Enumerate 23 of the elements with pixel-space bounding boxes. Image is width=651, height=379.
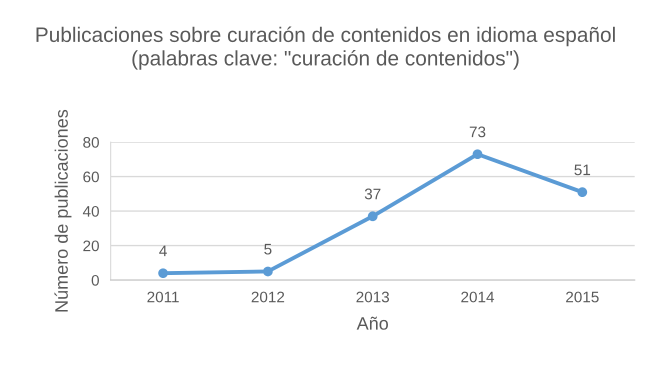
x-tick-label: 2015 — [566, 292, 599, 302]
y-tick-label: 40 — [82, 206, 99, 217]
y-tick-label: 80 — [83, 136, 99, 148]
data-label: 51 — [574, 164, 590, 176]
x-tick-label: 2012 — [252, 292, 284, 302]
point — [472, 149, 482, 160]
point — [263, 266, 273, 276]
data-label: 4 — [159, 246, 167, 256]
y-tick-label: 60 — [83, 171, 99, 182]
point — [368, 211, 378, 222]
point — [158, 268, 168, 278]
x-tick-label: 2014 — [461, 292, 494, 302]
chart-title: Publicaciones sobre curación de contenidos en idioma español (palabras clave: "curación de contenidos") — [36, 26, 615, 70]
y-tick-label: 20 — [83, 240, 99, 252]
data-label: 73 — [470, 126, 486, 138]
y-tick-label: 0 — [92, 274, 99, 286]
x-tick-label: 2013 — [356, 292, 390, 302]
x-tick-label: 2011 — [147, 292, 179, 302]
data-label: 5 — [264, 244, 272, 255]
point — [577, 187, 588, 197]
y-axis-title: Número de publicaciones — [54, 110, 72, 312]
data-label: 37 — [364, 188, 380, 200]
x-axis-title: Año — [356, 316, 388, 330]
